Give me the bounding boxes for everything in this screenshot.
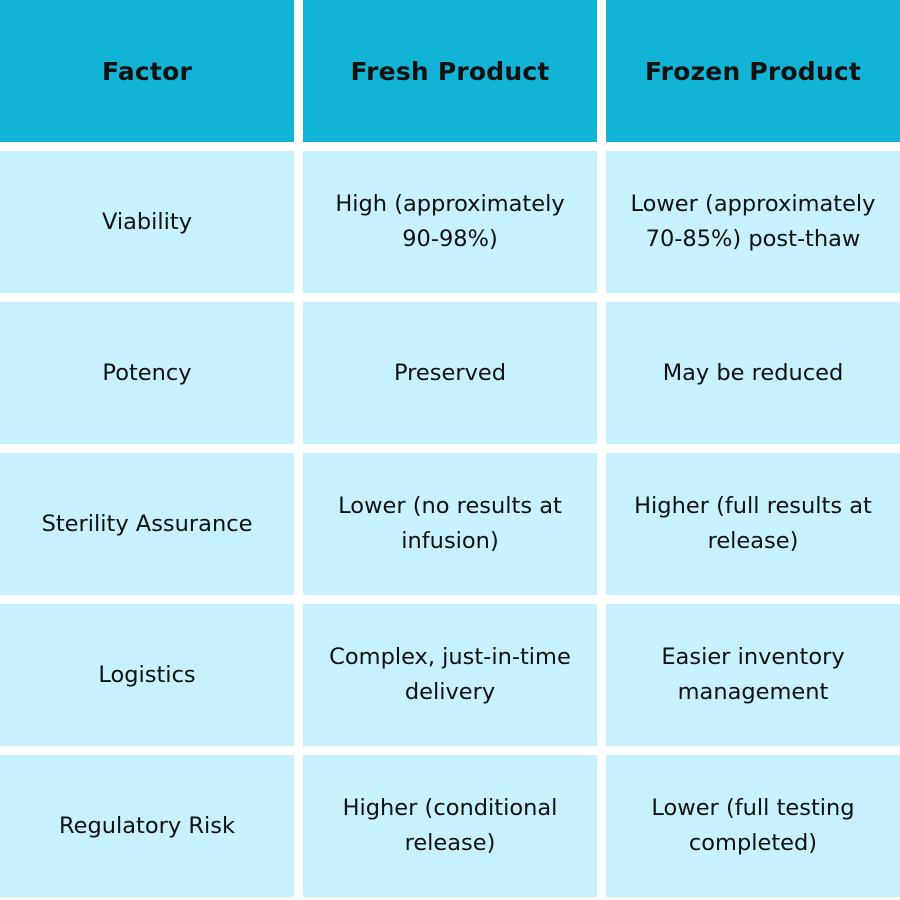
- row-regulatory-frozen: Lower (full testing completed): [606, 755, 900, 897]
- row-regulatory-factor: Regulatory Risk: [0, 755, 294, 897]
- row-viability-fresh: High (approximately 90-98%): [303, 151, 597, 293]
- row-sterility-frozen: Higher (full results at release): [606, 453, 900, 595]
- row-viability-factor: Viability: [0, 151, 294, 293]
- row-regulatory-fresh: Higher (conditional release): [303, 755, 597, 897]
- row-potency-factor: Potency: [0, 302, 294, 444]
- row-viability-frozen: Lower (approximately 70-85%) post-thaw: [606, 151, 900, 293]
- row-potency-fresh: Preserved: [303, 302, 597, 444]
- header-fresh-product: Fresh Product: [303, 0, 597, 142]
- row-sterility-fresh: Lower (no results at infusion): [303, 453, 597, 595]
- row-logistics-frozen: Easier inventory management: [606, 604, 900, 746]
- row-potency-frozen: May be reduced: [606, 302, 900, 444]
- header-frozen-product: Frozen Product: [606, 0, 900, 142]
- header-factor: Factor: [0, 0, 294, 142]
- row-sterility-factor: Sterility Assurance: [0, 453, 294, 595]
- row-logistics-factor: Logistics: [0, 604, 294, 746]
- row-logistics-fresh: Complex, just-in-time delivery: [303, 604, 597, 746]
